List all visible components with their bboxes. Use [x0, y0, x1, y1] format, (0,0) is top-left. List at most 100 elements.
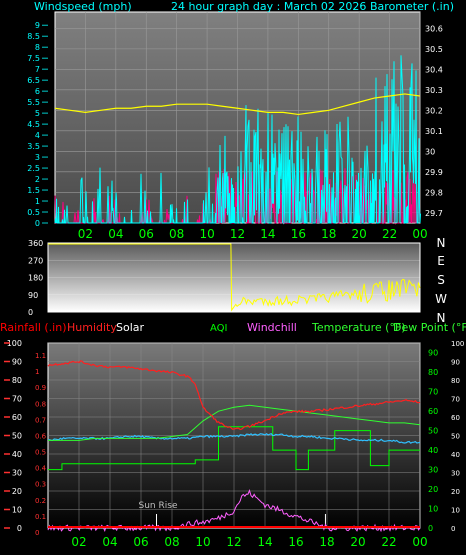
y-tick-label: 1.5 — [27, 186, 40, 195]
humidity-series — [47, 360, 421, 431]
y-tick-label: 0 — [35, 219, 40, 228]
y-right-tick-label: 29.7 — [425, 209, 443, 218]
aqi-series — [48, 426, 420, 471]
y-tick-label: 1 — [35, 197, 40, 206]
rainfall-label: Rainfall (.in) — [0, 321, 67, 334]
windspeed-series — [54, 55, 421, 225]
rain-tick-label: 0.6 — [35, 432, 47, 440]
y-tick-label: 70 — [12, 395, 22, 404]
compass-label: N — [437, 311, 446, 325]
aqi-label: AQI — [210, 323, 228, 334]
y-tick-label: 30 — [12, 469, 22, 478]
y-tick-label: 6 — [35, 87, 40, 96]
rain-tick-label: 0.1 — [35, 513, 46, 521]
y-tick-label: 60 — [12, 413, 22, 422]
y-right-tick-label: 30 — [425, 147, 435, 156]
x-tick-label: 14 — [257, 535, 272, 549]
y-tick-label: 0 — [28, 308, 33, 317]
x-tick-label: 22 — [382, 227, 397, 241]
rain-tick-label: 0.5 — [35, 449, 46, 457]
y-tick-label: 3 — [35, 153, 40, 162]
y-right-tick-label: 40 — [428, 446, 438, 455]
y-right-tick-label: 10 — [428, 505, 438, 514]
y-right-tick-label: 30.3 — [425, 86, 443, 95]
rain-tick-label: 1.1 — [35, 352, 46, 360]
wind-direction-series — [48, 243, 421, 312]
y-tick-label: 100 — [7, 339, 22, 348]
y-right-inner-tick-label: 20 — [451, 488, 460, 496]
x-tick-label: 04 — [108, 227, 123, 241]
y-tick-label: 5.5 — [27, 98, 40, 107]
compass-label: S — [437, 273, 445, 287]
x-tick-label: 06 — [133, 535, 148, 549]
y-right-inner-tick-label: 100 — [451, 340, 464, 348]
y-right-tick-label: 30.6 — [425, 24, 443, 33]
y-tick-label: 50 — [12, 432, 22, 441]
x-tick-label: 22 — [381, 535, 396, 549]
y-right-inner-tick-label: 0 — [451, 525, 455, 533]
wind-baro-panel: 0 0.5 1 1.5 2 2.5 3 3.5 4 4.5 5 5.5 6 6.5 7 7.5 8 8.5 9 29… — [27, 0, 454, 241]
y-tick-label: 5 — [35, 109, 40, 118]
temperature-series — [48, 404, 421, 441]
y-tick-label: 90 — [28, 291, 38, 300]
y-right-tick-label: 20 — [428, 485, 438, 494]
rain-tick-label: 0.7 — [35, 416, 46, 424]
x-tick-label: 00 — [412, 227, 427, 241]
x-tick-label: 00 — [412, 535, 427, 549]
y-tick-label: 20 — [12, 487, 22, 496]
x-tick-label: 18 — [319, 535, 334, 549]
compass-label: E — [437, 254, 445, 268]
x-tick-label: 12 — [230, 227, 245, 241]
x-tick-label: 20 — [352, 227, 367, 241]
y-tick-label: 180 — [28, 274, 43, 283]
windspeed-label: Windspeed (mph) — [34, 0, 132, 13]
y-tick-label: 80 — [12, 376, 22, 385]
y-tick-label: 6.5 — [27, 76, 40, 85]
temperature-label: Temperature (°F) — [311, 321, 406, 334]
x-tick-label: 18 — [321, 227, 336, 241]
y-right-tick-label: 30.1 — [425, 127, 443, 136]
y-tick-label: 8 — [35, 43, 40, 52]
x-tick-label: 04 — [102, 535, 117, 549]
graph-title: 24 hour graph day : March 02 2026 — [171, 0, 366, 13]
y-right-tick-label: 30 — [428, 466, 438, 475]
y-right-inner-tick-label: 40 — [451, 451, 460, 459]
rain-tick-label: 1 — [35, 368, 39, 376]
x-tick-label: 08 — [169, 227, 184, 241]
x-tick-label: 16 — [291, 227, 306, 241]
y-tick-label: 360 — [28, 239, 43, 248]
y-right-tick-label: 29.9 — [425, 168, 443, 177]
compass-label: N — [437, 236, 446, 250]
y-right-inner-tick-label: 70 — [451, 396, 460, 404]
x-tick-label: 10 — [199, 227, 214, 241]
x-tick-label: 14 — [260, 227, 275, 241]
x-tick-label: 02 — [71, 535, 86, 549]
y-right-tick-label: 50 — [428, 427, 438, 436]
x-tick-label: 20 — [350, 535, 365, 549]
rain-tick-label: 0.3 — [35, 481, 46, 489]
y-right-tick-label: 30.4 — [425, 65, 443, 74]
y-tick-label: 3.5 — [27, 142, 40, 151]
y-right-inner-tick-label: 60 — [451, 414, 460, 422]
dewpoint-label: Dew Point (°F) — [393, 321, 466, 334]
y-tick-label: 7.5 — [27, 54, 40, 63]
y-tick-label: 270 — [28, 256, 43, 265]
rain-tick-label: 0.9 — [35, 384, 46, 392]
y-tick-label: 0.5 — [27, 208, 40, 217]
y-tick-label: 4 — [35, 131, 40, 140]
windchill-label: Windchill — [247, 321, 297, 334]
x-tick-label: 10 — [195, 535, 210, 549]
y-tick-label: 2.5 — [27, 164, 40, 173]
humidity-label: Humidity — [67, 321, 117, 334]
rain-tick-label: 0.4 — [35, 465, 47, 473]
x-tick-label: 06 — [139, 227, 154, 241]
y-right-tick-label: 30.2 — [425, 106, 443, 115]
rain-tick-label: 0.8 — [35, 400, 46, 408]
x-tick-label: 16 — [288, 535, 303, 549]
y-right-tick-label: 70 — [428, 388, 438, 397]
y-tick-label: 9 — [35, 21, 40, 30]
y-right-tick-label: 60 — [428, 407, 438, 416]
